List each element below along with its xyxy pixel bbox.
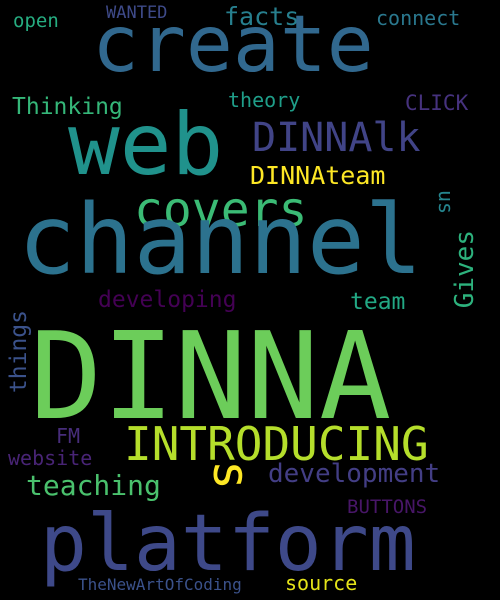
word-developing: developing	[98, 287, 237, 313]
word-gives: Gives	[450, 230, 480, 309]
word-team: team	[350, 289, 406, 315]
word-click: CLICK	[405, 91, 469, 115]
word-website: website	[8, 446, 93, 470]
word-connect: connect	[376, 6, 461, 30]
word-dinnateam: DINNAteam	[250, 161, 386, 190]
word-facts: facts	[224, 2, 300, 31]
word-s: s	[202, 460, 260, 491]
word-buttons: BUTTONS	[347, 496, 428, 518]
word-open: open	[13, 10, 59, 32]
word-platform: platform	[40, 499, 416, 589]
word-channel: channel	[18, 184, 423, 296]
word-theory: theory	[228, 88, 301, 112]
word-source: source	[285, 571, 358, 595]
word-thenewartofcoding: TheNewArtOfCoding	[78, 575, 242, 594]
word-us: us	[434, 190, 458, 215]
word-introducing: INTRODUCING	[124, 417, 429, 471]
word-dinnalk: DINNAlk	[252, 115, 421, 161]
word-web: web	[68, 95, 224, 195]
word-covers: covers	[134, 182, 308, 238]
word-wanted: WANTED	[106, 3, 168, 23]
word-development: development	[268, 459, 441, 489]
word-teaching: teaching	[26, 469, 161, 502]
word-thinking: Thinking	[12, 94, 123, 120]
word-fm: FM	[56, 424, 81, 448]
word-things: things	[6, 310, 32, 394]
word-dinna: DINNA	[30, 308, 392, 447]
word-create: create	[92, 0, 374, 90]
